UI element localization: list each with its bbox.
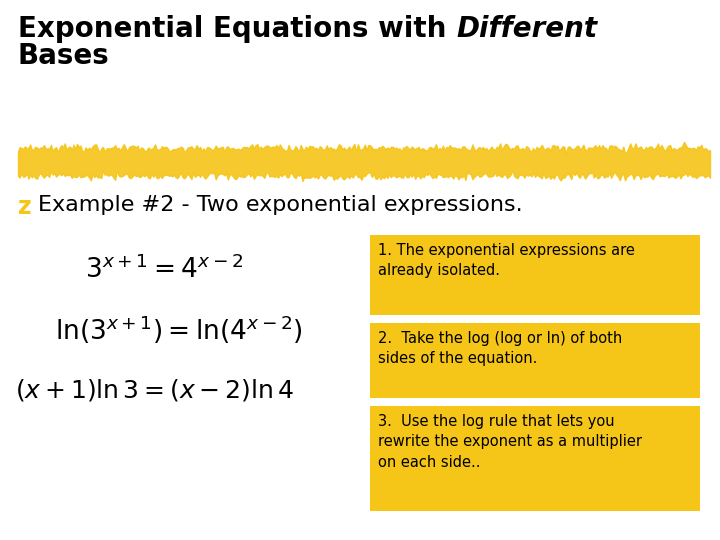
- Text: Bases: Bases: [18, 42, 109, 70]
- FancyBboxPatch shape: [370, 235, 700, 315]
- Text: 3.  Use the log rule that lets you
rewrite the exponent as a multiplier
on each : 3. Use the log rule that lets you rewrit…: [378, 414, 642, 470]
- Text: 2.  Take the log (log or ln) of both
sides of the equation.: 2. Take the log (log or ln) of both side…: [378, 331, 622, 367]
- Text: z: z: [18, 195, 32, 219]
- Text: Exponential Equations with: Exponential Equations with: [18, 15, 456, 43]
- FancyBboxPatch shape: [370, 323, 700, 398]
- Text: $3^{x+1} = 4^{x-2}$: $3^{x+1} = 4^{x-2}$: [85, 256, 243, 284]
- Text: Different: Different: [456, 15, 597, 43]
- Text: $(x + 1)\ln 3 = (x - 2)\ln 4$: $(x + 1)\ln 3 = (x - 2)\ln 4$: [15, 377, 294, 403]
- FancyBboxPatch shape: [370, 406, 700, 511]
- Text: Example #2 - Two exponential expressions.: Example #2 - Two exponential expressions…: [38, 195, 523, 215]
- Text: $\ln\!\left(3^{x+1}\right)= \ln\!\left(4^{x-2}\right)$: $\ln\!\left(3^{x+1}\right)= \ln\!\left(4…: [55, 314, 302, 346]
- Text: 1. The exponential expressions are
already isolated.: 1. The exponential expressions are alrea…: [378, 243, 635, 279]
